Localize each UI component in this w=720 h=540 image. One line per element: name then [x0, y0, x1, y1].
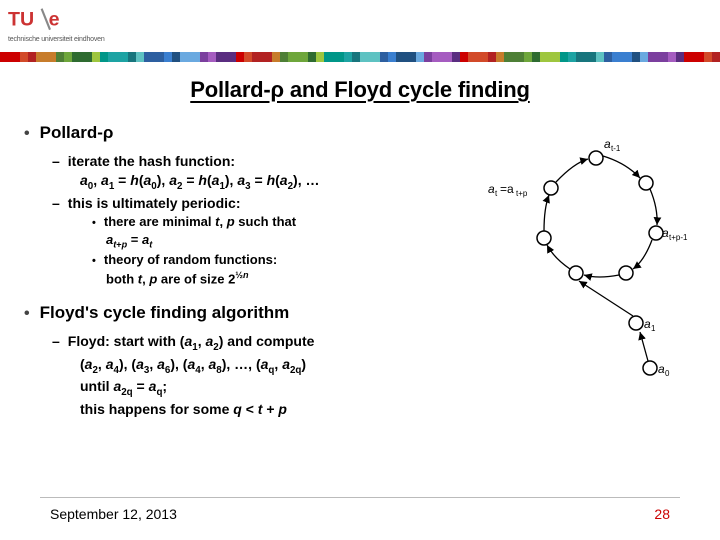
footer-date: September 12, 2013: [50, 506, 177, 522]
diagram-column: at-1 at =at+p at+p-1 a1 a0: [476, 123, 696, 420]
svg-text:t+p: t+p: [516, 189, 528, 198]
section2-heading: Floyd's cycle finding algorithm: [24, 303, 468, 323]
section1-heading: Pollard-ρ: [24, 123, 468, 143]
s1-l2b: this is ultimately periodic:: [52, 195, 468, 211]
s1-l2a-cont: a0, a1 = h(a0), a2 = h(a1), a3 = h(a2), …: [80, 172, 468, 192]
svg-text:a: a: [604, 137, 611, 151]
s1-l3a: there are minimal t, p such that: [92, 214, 468, 229]
svg-text:=a: =a: [500, 182, 514, 196]
s1-l3b: theory of random functions:: [92, 252, 468, 267]
content-area: Pollard-ρ iterate the hash function: a0,…: [0, 123, 720, 420]
s2-l2a: Floyd: start with (a1, a2) and compute: [52, 333, 468, 353]
rho-diagram: at-1 at =at+p at+p-1 a1 a0: [476, 123, 696, 413]
s1-l2a: iterate the hash function:: [52, 153, 468, 169]
svg-text:TU: TU: [8, 9, 34, 31]
svg-text:t+p-1: t+p-1: [669, 233, 688, 242]
svg-text:1: 1: [651, 324, 656, 333]
svg-text:e: e: [49, 9, 60, 31]
svg-text:0: 0: [665, 369, 670, 378]
svg-text:a: a: [644, 317, 651, 331]
logo-subtitle: technische universiteit eindhoven: [8, 36, 105, 43]
svg-text:t: t: [495, 189, 498, 198]
svg-text:a: a: [662, 226, 669, 240]
tue-logo: TU e: [8, 4, 78, 40]
section2-block: Floyd's cycle finding algorithm Floyd: s…: [24, 303, 468, 417]
logo-block: TU e: [8, 4, 78, 40]
content-left-column: Pollard-ρ iterate the hash function: a0,…: [24, 123, 476, 420]
s2-l2a-cont4: this happens for some q < t + p: [80, 401, 468, 417]
slide-title: Pollard-ρ and Floyd cycle finding: [0, 77, 720, 103]
footer-divider: [40, 497, 680, 498]
svg-text:a: a: [488, 182, 495, 196]
footer-page-number: 28: [654, 506, 670, 522]
svg-text:a: a: [658, 362, 665, 376]
s1-l3a-cont: at+p = at: [106, 232, 468, 250]
header: TU e technische universiteit eindhoven: [0, 0, 720, 55]
s1-l3b-cont: both t, p are of size 2½n: [106, 270, 468, 286]
color-stripe: [0, 52, 720, 62]
s2-l2a-cont2: (a2, a4), (a3, a6), (a4, a8), …, (aq, a2…: [80, 356, 468, 376]
svg-text:t-1: t-1: [611, 144, 621, 153]
s2-l2a-cont3: until a2q = aq;: [80, 378, 468, 398]
